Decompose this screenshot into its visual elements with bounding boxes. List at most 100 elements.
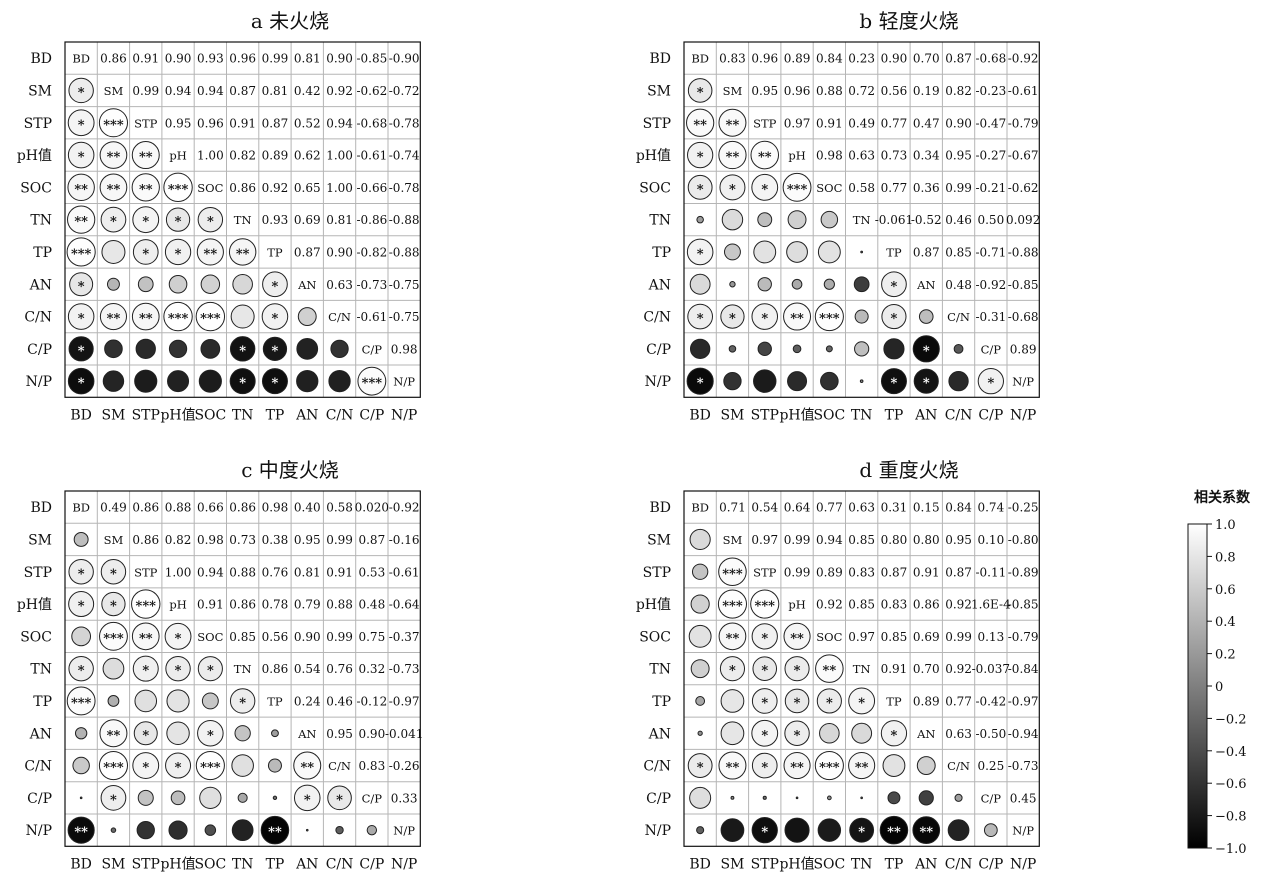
correlation-circle: [261, 303, 289, 330]
correlation-circle: [197, 656, 223, 682]
correlation-value: -0.78: [389, 116, 420, 130]
correlation-circle: [165, 752, 192, 779]
correlation-circle: [918, 309, 934, 324]
significance-stars: *: [761, 182, 768, 197]
panel-frame: [64, 41, 421, 398]
significance-stars: *: [761, 664, 768, 679]
correlation-circle: [912, 816, 941, 845]
correlation-circle: [815, 654, 844, 683]
correlation-circle: [267, 758, 282, 773]
diagonal-label: AN: [297, 727, 316, 741]
correlation-value: -0.42: [975, 694, 1006, 708]
correlation-value: -0.67: [1008, 149, 1039, 163]
x-axis-label: STP: [751, 856, 779, 872]
correlation-circle: [689, 528, 711, 551]
y-axis-label: SOC: [20, 629, 52, 645]
correlation-value: 0.96: [229, 52, 256, 66]
correlation-value: 0.83: [848, 565, 875, 579]
correlation-value: 0.91: [816, 116, 843, 130]
y-axis-label: BD: [30, 500, 52, 516]
correlation-circle: [696, 215, 704, 224]
correlation-circle: [133, 721, 158, 746]
significance-stars: ***: [168, 182, 189, 197]
correlation-circle: [688, 624, 712, 648]
significance-stars: *: [697, 761, 704, 776]
significance-stars: **: [139, 150, 153, 165]
significance-stars: **: [74, 182, 88, 197]
correlation-circle: [690, 659, 710, 679]
x-axis-label: SM: [720, 407, 744, 423]
correlation-circle: [106, 277, 120, 291]
correlation-value: 0.74: [977, 501, 1004, 515]
significance-stars: *: [304, 793, 311, 808]
correlation-circle: [68, 336, 94, 362]
correlation-circle: [229, 336, 256, 362]
x-axis-label: C/P: [359, 407, 384, 423]
correlation-circle: [195, 301, 226, 332]
diagonal-label: STP: [134, 116, 158, 130]
significance-stars: *: [272, 312, 279, 327]
panel-title: c 中度火烧: [241, 458, 339, 482]
correlation-circle: [720, 721, 745, 746]
correlation-value: 0.092: [1006, 213, 1040, 227]
significance-stars: ***: [819, 312, 840, 327]
significance-stars: *: [78, 567, 85, 582]
diagonal-label: SOC: [816, 181, 842, 195]
correlation-value: 0.92: [262, 181, 289, 195]
correlation-circle: [953, 343, 964, 354]
correlation-value: 0.90: [165, 52, 192, 66]
significance-stars: **: [919, 825, 933, 840]
correlation-value: 0.56: [262, 630, 289, 644]
y-axis-label: SM: [647, 532, 671, 548]
correlation-value: 0.77: [945, 694, 972, 708]
correlation-value: 0.93: [197, 52, 224, 66]
correlation-value: 0.90: [294, 630, 321, 644]
correlation-value: 0.82: [229, 149, 256, 163]
significance-stars: *: [207, 664, 214, 679]
correlation-circle: [101, 239, 126, 264]
correlation-circle: [335, 825, 344, 835]
correlation-value: 0.97: [784, 116, 811, 130]
correlation-circle: [163, 301, 193, 332]
x-axis-label: TN: [851, 407, 873, 423]
correlation-circle: [879, 815, 909, 845]
correlation-circle: [913, 368, 939, 394]
correlation-circle: [859, 379, 864, 383]
correlation-circle: [757, 277, 772, 292]
correlation-value: 0.87: [294, 245, 321, 259]
colorbar-tick-label: −0.2: [1215, 712, 1247, 727]
correlation-circle: [67, 816, 95, 844]
correlation-value: 0.87: [358, 533, 385, 547]
significance-stars: *: [175, 761, 182, 776]
correlation-circle: [137, 789, 154, 806]
correlation-value: 0.87: [262, 116, 289, 130]
correlation-circle: [107, 695, 120, 707]
significance-stars: **: [204, 247, 218, 262]
correlation-value: 0.78: [262, 598, 289, 612]
correlation-circle: [68, 655, 94, 682]
correlation-value: -0.85: [1008, 278, 1039, 292]
correlation-value: 0.99: [945, 181, 972, 195]
correlation-circle: [136, 820, 155, 840]
diagonal-label: TP: [886, 694, 902, 708]
correlation-value: 0.95: [945, 533, 972, 547]
y-axis-label: STP: [643, 116, 671, 132]
x-axis-label: N/P: [391, 856, 417, 872]
diagonal-label: N/P: [1012, 824, 1034, 838]
correlation-value: 0.89: [784, 52, 811, 66]
significance-stars: *: [78, 344, 85, 359]
correlation-circle: [854, 309, 869, 324]
correlation-value: 0.77: [816, 501, 843, 515]
y-axis-label: SM: [647, 83, 671, 99]
correlation-value: -0.27: [975, 149, 1006, 163]
correlation-value: 0.80: [913, 533, 940, 547]
diagonal-label: SM: [723, 84, 743, 98]
correlation-circle: [197, 206, 224, 233]
colorbar-tick-label: −1.0: [1215, 842, 1247, 857]
correlation-circle: [723, 371, 742, 391]
correlation-value: 0.87: [945, 565, 972, 579]
y-axis-label: STP: [24, 116, 52, 132]
diagonal-label: pH: [169, 598, 186, 612]
diagonal-label: SM: [104, 84, 124, 98]
correlation-value: 0.83: [358, 759, 385, 773]
